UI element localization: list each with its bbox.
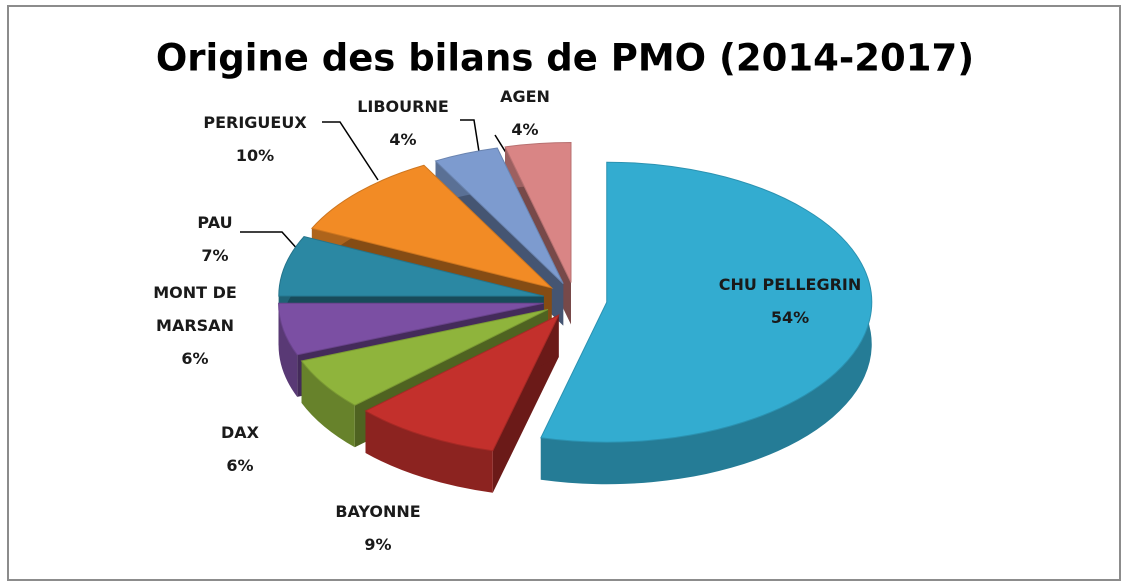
slice xyxy=(504,142,572,283)
category-label: PERIGUEUX xyxy=(203,113,307,132)
slice xyxy=(278,302,544,356)
slice-side xyxy=(301,360,355,448)
category-label: MONT DE MARSAN xyxy=(153,283,237,335)
data-label: CHU PELLEGRIN 54% xyxy=(719,268,861,334)
value-label: 54% xyxy=(770,308,810,327)
slice-tops xyxy=(278,142,873,452)
value-label: 4% xyxy=(511,120,539,139)
category-label: BAYONNE xyxy=(335,502,421,521)
slice xyxy=(300,308,549,406)
value-label: 6% xyxy=(181,349,209,368)
value-label: 4% xyxy=(389,130,417,149)
slice xyxy=(310,164,554,289)
slice-side xyxy=(365,410,493,493)
slice xyxy=(540,161,873,443)
category-label: DAX xyxy=(221,423,259,442)
category-label: AGEN xyxy=(500,87,550,106)
value-label: 6% xyxy=(226,456,254,475)
value-label: 10% xyxy=(235,146,275,165)
data-label: PERIGUEUX 10% xyxy=(203,106,306,172)
slice-side xyxy=(278,303,298,397)
data-label: BAYONNE 9% xyxy=(335,495,420,561)
data-label: PAU 7% xyxy=(197,206,232,272)
leader-line xyxy=(460,119,481,159)
category-label: PAU xyxy=(197,213,233,232)
data-label: AGEN 4% xyxy=(500,80,550,146)
slice xyxy=(434,147,564,284)
data-label: DAX 6% xyxy=(221,416,259,482)
slice xyxy=(364,314,560,452)
leader-line xyxy=(240,231,301,253)
category-label: LIBOURNE xyxy=(357,97,449,116)
value-label: 9% xyxy=(364,535,392,554)
slice-side xyxy=(540,162,872,485)
slice xyxy=(278,235,544,297)
data-label: MONT DE MARSAN 6% xyxy=(130,276,260,375)
data-label: LIBOURNE 4% xyxy=(357,90,449,156)
category-label: CHU PELLEGRIN xyxy=(718,275,862,294)
leader-line xyxy=(322,121,379,181)
value-label: 7% xyxy=(201,246,229,265)
chart-title: Origine des bilans de PMO (2014-2017) xyxy=(156,37,974,80)
